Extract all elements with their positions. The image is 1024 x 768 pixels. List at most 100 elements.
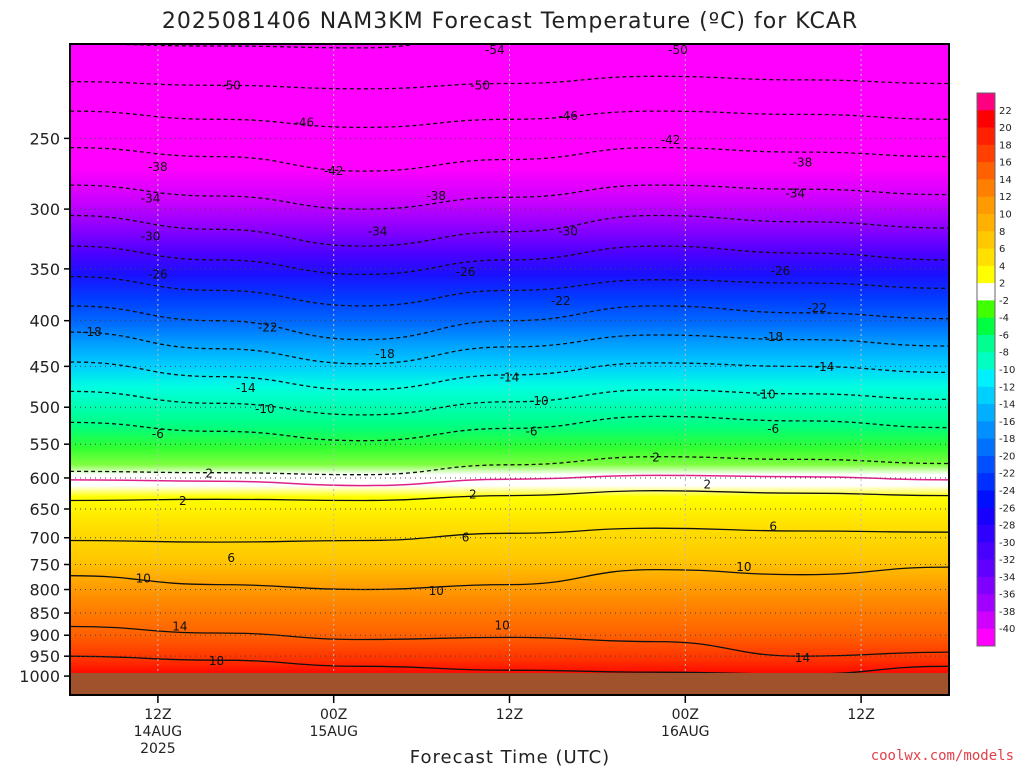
contour-label: -54 <box>485 43 505 57</box>
y-tick-label: 300 <box>29 200 60 219</box>
colorbar-label: -8 <box>999 348 1009 359</box>
contour-label: -50 <box>470 78 490 92</box>
colorbar-label: -2 <box>999 296 1009 307</box>
x-tick-label: 12Z <box>144 707 171 723</box>
colorbar-swatch <box>977 127 995 146</box>
colorbar-label: -36 <box>999 590 1015 601</box>
contour-label: 2 <box>469 487 477 501</box>
colorbar-swatch <box>977 248 995 267</box>
colorbar-swatch <box>977 334 995 353</box>
contour-label: -22 <box>258 320 278 334</box>
x-tick-label: 00Z <box>672 707 699 723</box>
colorbar-swatch <box>977 525 995 543</box>
contour-label: -34 <box>785 186 805 200</box>
colorbar-swatch <box>977 300 995 319</box>
x-tick-label: 00Z <box>320 707 347 723</box>
contour-label: -14 <box>815 360 835 374</box>
colorbar-swatch <box>977 576 995 595</box>
contour-label: -26 <box>148 267 168 281</box>
contour-label: 18 <box>209 654 224 668</box>
colorbar-swatch <box>977 542 995 560</box>
colorbar-label: 6 <box>999 244 1005 255</box>
colorbar-label: -34 <box>999 572 1015 583</box>
contour-label: 6 <box>462 531 470 545</box>
contour-label: -38 <box>426 189 446 203</box>
y-tick-label: 500 <box>29 398 60 417</box>
chart-title: 2025081406 NAM3KM Forecast Temperature (… <box>162 9 858 34</box>
contour-label: -10 <box>529 394 549 408</box>
colorbar-label: -32 <box>999 555 1015 566</box>
contour-labels: -50 -54 -50 -50 -46 -46 -42 -42 -38 -38 -38 -34 -34 -… <box>82 43 835 668</box>
colorbar-frame <box>976 92 996 647</box>
contour-label: -50 <box>668 43 688 57</box>
contour-label: -14 <box>236 381 256 395</box>
x-tick-label: 15AUG <box>309 724 358 740</box>
x-tick-label: 16AUG <box>661 724 710 740</box>
contour-label: 2 <box>179 494 187 508</box>
x-tick-label: 14AUG <box>134 724 183 740</box>
colorbar-swatch <box>977 213 995 232</box>
colorbar-label: -18 <box>999 434 1015 445</box>
colorbar-label: -30 <box>999 538 1015 549</box>
colorbar-swatch <box>977 438 995 457</box>
contour-label: -46 <box>295 116 315 130</box>
contour-label: -50 <box>221 78 241 92</box>
colorbar-label: 20 <box>999 123 1012 134</box>
contour-label: -30 <box>558 225 578 239</box>
colorbar-swatch <box>977 421 995 440</box>
colorbar-label: -22 <box>999 469 1015 480</box>
contour-label: 10 <box>136 572 151 586</box>
colorbar-label: 8 <box>999 227 1005 238</box>
colorbar-label: 14 <box>999 175 1012 186</box>
colorbar-label: -4 <box>999 313 1009 324</box>
contour-label: -30 <box>141 230 161 244</box>
isotherm-line <box>70 527 949 543</box>
colorbar-label: 22 <box>999 106 1012 117</box>
colorbar-label: 4 <box>999 261 1005 272</box>
isotherm-line <box>70 331 949 365</box>
contour-label: -22 <box>807 301 827 315</box>
colorbar-swatch <box>977 162 995 180</box>
contour-label: 10 <box>736 560 751 574</box>
colorbar-swatch <box>977 179 995 198</box>
contour-label: 10 <box>429 584 444 598</box>
colorbar-swatch <box>977 594 995 612</box>
contour-label: -42 <box>324 164 344 178</box>
source-credit: coolwx.com/models <box>871 748 1014 764</box>
contour-label: -26 <box>771 264 791 278</box>
contour-label: -14 <box>500 370 520 384</box>
colorbar-swatch <box>977 265 995 284</box>
isotherm-line <box>70 184 949 210</box>
colorbar-label: -26 <box>999 503 1015 514</box>
y-tick-label: 750 <box>29 555 60 574</box>
contour-label: -42 <box>661 133 681 147</box>
x-tick-label: 2025 <box>140 741 176 757</box>
x-axis-label: Forecast Time (UTC) <box>410 747 610 768</box>
colorbar-swatch <box>977 473 995 491</box>
colorbar-swatch <box>977 283 995 301</box>
colorbar-label: 10 <box>999 209 1012 220</box>
x-tick-label: 12Z <box>847 707 874 723</box>
colorbar-swatch <box>977 455 995 474</box>
contour-label: 6 <box>227 551 235 565</box>
colorbar-label: 2 <box>999 279 1005 290</box>
colorbar-legend: 22 20 18 16 14 12 10 8 6 4 2 -2 -4 -6 -8 -10 -12 -14 -16 -1… <box>976 92 1015 647</box>
colorbar-label: -12 <box>999 382 1015 393</box>
colorbar-swatch <box>977 144 995 163</box>
contour-label: -6 <box>767 422 779 436</box>
colorbar-label: -38 <box>999 607 1015 618</box>
colorbar-swatch <box>977 93 995 111</box>
colorbar-swatch <box>977 196 995 215</box>
colorbar-label: -40 <box>999 624 1015 635</box>
y-tick-label: 950 <box>29 647 60 666</box>
y-tick-label: 1000 <box>19 667 60 686</box>
colorbar-swatch <box>977 628 995 647</box>
pressure-gridlines <box>70 44 949 695</box>
colorbar-swatch <box>977 369 995 388</box>
contour-label: -38 <box>793 155 813 169</box>
colorbar-swatch <box>977 386 995 405</box>
contour-label: -46 <box>558 109 578 123</box>
contour-label: -34 <box>368 225 388 239</box>
